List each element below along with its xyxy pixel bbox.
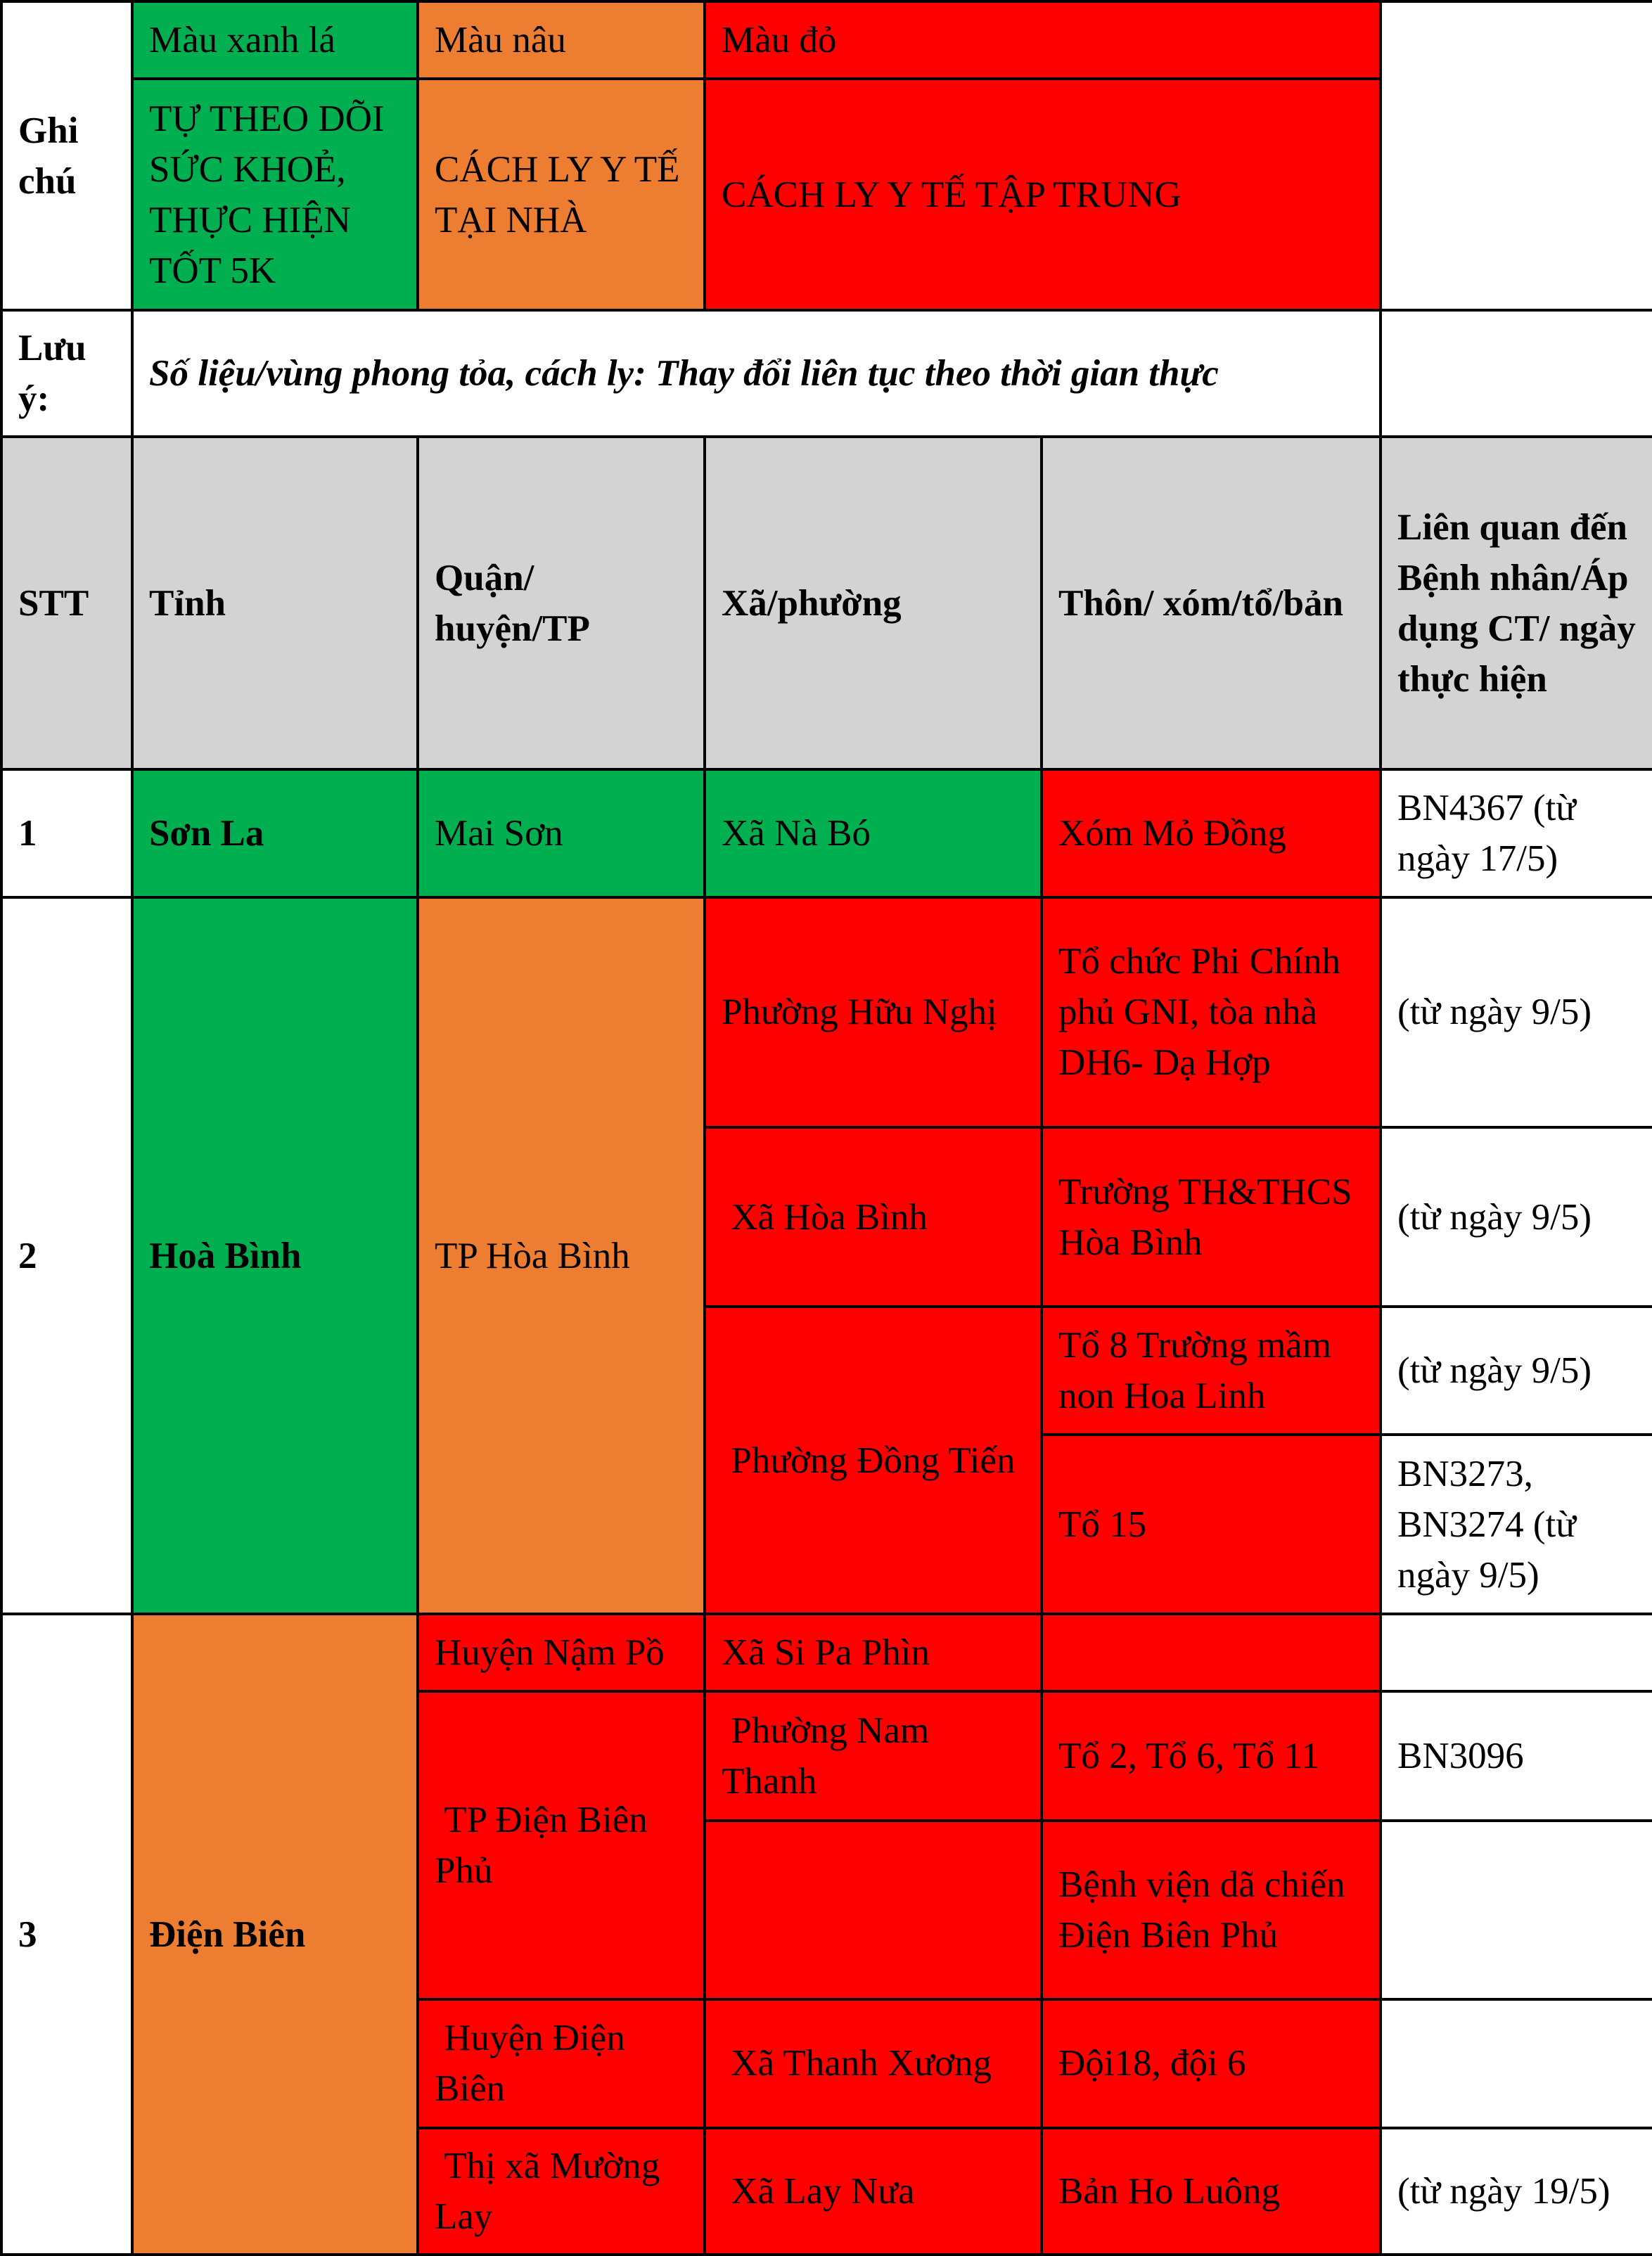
- row-commune: Xã Si Pa Phìn: [703, 1613, 1043, 1693]
- row-province: Hoà Bình: [131, 895, 419, 1616]
- legend-empty-cell: [1379, 0, 1652, 312]
- row-hamlet: Xóm Mỏ Đồng: [1040, 767, 1382, 899]
- row-commune: Phường Đồng Tiến: [703, 1305, 1043, 1616]
- table-row: Xã Hòa Bình Trường TH&THCS Hòa Bình (từ …: [1, 1125, 1652, 1309]
- header-province: Tỉnh: [131, 435, 419, 771]
- table-row: Bệnh viện dã chiến Điện Biên Phủ: [1, 1819, 1652, 2001]
- header-hamlet: Thôn/ xóm/tổ/bản: [1040, 435, 1382, 771]
- row-commune: Xã Lay Nưa: [703, 2126, 1043, 2256]
- row-related: BN4367 (từ ngày 17/5): [1379, 767, 1652, 899]
- row-district: TP Hòa Bình: [416, 895, 706, 1616]
- legend-red-name: Màu đỏ: [703, 0, 1382, 81]
- table-header-row: STT Tỉnh Quận/ huyện/TP Xã/phường Thôn/ …: [0, 435, 1652, 771]
- note-label: Lưu ý:: [0, 309, 134, 439]
- legend-green-name: Màu xanh lá: [131, 0, 419, 81]
- row-district: Huyện Điện Biên: [416, 1997, 706, 2129]
- note-empty-cell: [1379, 309, 1652, 439]
- table-row: TP Điện Biên Phủ Phường Nam Thanh Tổ 2, …: [1, 1690, 1652, 2001]
- row-related: (từ ngày 9/5): [1379, 1125, 1652, 1309]
- row-hamlet: Đội18, đội 6: [1040, 1997, 1382, 2129]
- legend-row-color-names: Ghi chú Màu xanh lá Màu nâu Màu đỏ: [0, 0, 1652, 312]
- header-related: Liên quan đến Bệnh nhân/Áp dụng CT/ ngày…: [1379, 435, 1652, 771]
- row-commune: Phường Nam Thanh: [703, 1690, 1043, 1822]
- row-commune: Xã Thanh Xương: [703, 1997, 1043, 2129]
- row-stt: 3: [0, 1613, 134, 2256]
- row-district: TP Điện Biên Phủ: [416, 1690, 706, 2001]
- note-row: Lưu ý: Số liệu/vùng phong tỏa, cách ly: …: [0, 309, 1652, 439]
- row-commune: Xã Hòa Bình: [703, 1125, 1043, 1309]
- row-district: Mai Sơn: [416, 767, 706, 899]
- note-text: Số liệu/vùng phong tỏa, cách ly: Thay đổ…: [131, 309, 1382, 439]
- table-row: 3 Điện Biên Huyện Nậm Pồ Xã Si Pa Phìn: [0, 1613, 1652, 2256]
- row-related: (từ ngày 9/5): [1379, 895, 1652, 1129]
- table-row: 1 Sơn La Mai Sơn Xã Nà Bó Xóm Mỏ Đồng BN…: [0, 767, 1652, 899]
- legend-green-desc: TỰ THEO DÕI SỨC KHOẺ, THỰC HIỆN TỐT 5K: [131, 77, 419, 312]
- table-row: Tổ 15 BN3273, BN3274 (từ ngày 9/5): [1, 1433, 1652, 1616]
- row-related: BN3273, BN3274 (từ ngày 9/5): [1379, 1433, 1652, 1616]
- table-row: Thị xã Mường Lay Xã Lay Nưa Bản Ho Luông…: [1, 2126, 1652, 2256]
- row-related: BN3096: [1379, 1690, 1652, 1822]
- row-hamlet: Tổ chức Phi Chính phủ GNI, tòa nhà DH6- …: [1040, 895, 1382, 1129]
- row-hamlet: [1040, 1613, 1382, 1693]
- table-row: Huyện Điện Biên Xã Thanh Xương Đội18, độ…: [1, 1997, 1652, 2129]
- header-district: Quận/ huyện/TP: [416, 435, 706, 771]
- row-related: [1379, 1819, 1652, 2001]
- header-commune: Xã/phường: [703, 435, 1043, 771]
- row-related: (từ ngày 19/5): [1379, 2126, 1652, 2256]
- row-commune: Phường Hữu Nghị: [703, 895, 1043, 1129]
- row-district: Huyện Nậm Pồ: [416, 1613, 706, 1693]
- row-stt: 2: [0, 895, 134, 1616]
- legend-label: Ghi chú: [0, 0, 134, 312]
- row-hamlet: Tổ 2, Tổ 6, Tổ 11: [1040, 1690, 1382, 1822]
- row-hamlet: Tổ 15: [1040, 1433, 1382, 1616]
- legend-row-descriptions: TỰ THEO DÕI SỨC KHOẺ, THỰC HIỆN TỐT 5K C…: [1, 77, 1652, 312]
- row-province: Điện Biên: [131, 1613, 419, 2256]
- row-hamlet: Bản Ho Luông: [1040, 2126, 1382, 2256]
- table-row: Phường Đồng Tiến Tổ 8 Trường mầm non Hoa…: [1, 1305, 1652, 1616]
- row-commune: [703, 1819, 1043, 2001]
- header-stt: STT: [0, 435, 134, 771]
- legend-orange-name: Màu nâu: [416, 0, 706, 81]
- row-district: Thị xã Mường Lay: [416, 2126, 706, 2256]
- legend-orange-desc: CÁCH LY Y TẾ TẠI NHÀ: [416, 77, 706, 312]
- row-related: (từ ngày 9/5): [1379, 1305, 1652, 1437]
- table-row: 2 Hoà Bình TP Hòa Bình Phường Hữu Nghị T…: [0, 895, 1652, 1616]
- row-commune: Xã Nà Bó: [703, 767, 1043, 899]
- row-related: [1379, 1997, 1652, 2129]
- row-hamlet: Trường TH&THCS Hòa Bình: [1040, 1125, 1382, 1309]
- row-related: [1379, 1613, 1652, 1693]
- row-hamlet: Bệnh viện dã chiến Điện Biên Phủ: [1040, 1819, 1382, 2001]
- row-province: Sơn La: [131, 767, 419, 899]
- row-hamlet: Tổ 8 Trường mầm non Hoa Linh: [1040, 1305, 1382, 1437]
- legend-red-desc: CÁCH LY Y TẾ TẬP TRUNG: [703, 77, 1382, 312]
- row-stt: 1: [0, 767, 134, 899]
